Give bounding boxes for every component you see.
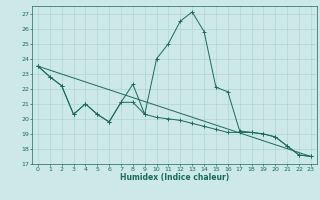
X-axis label: Humidex (Indice chaleur): Humidex (Indice chaleur) bbox=[120, 173, 229, 182]
